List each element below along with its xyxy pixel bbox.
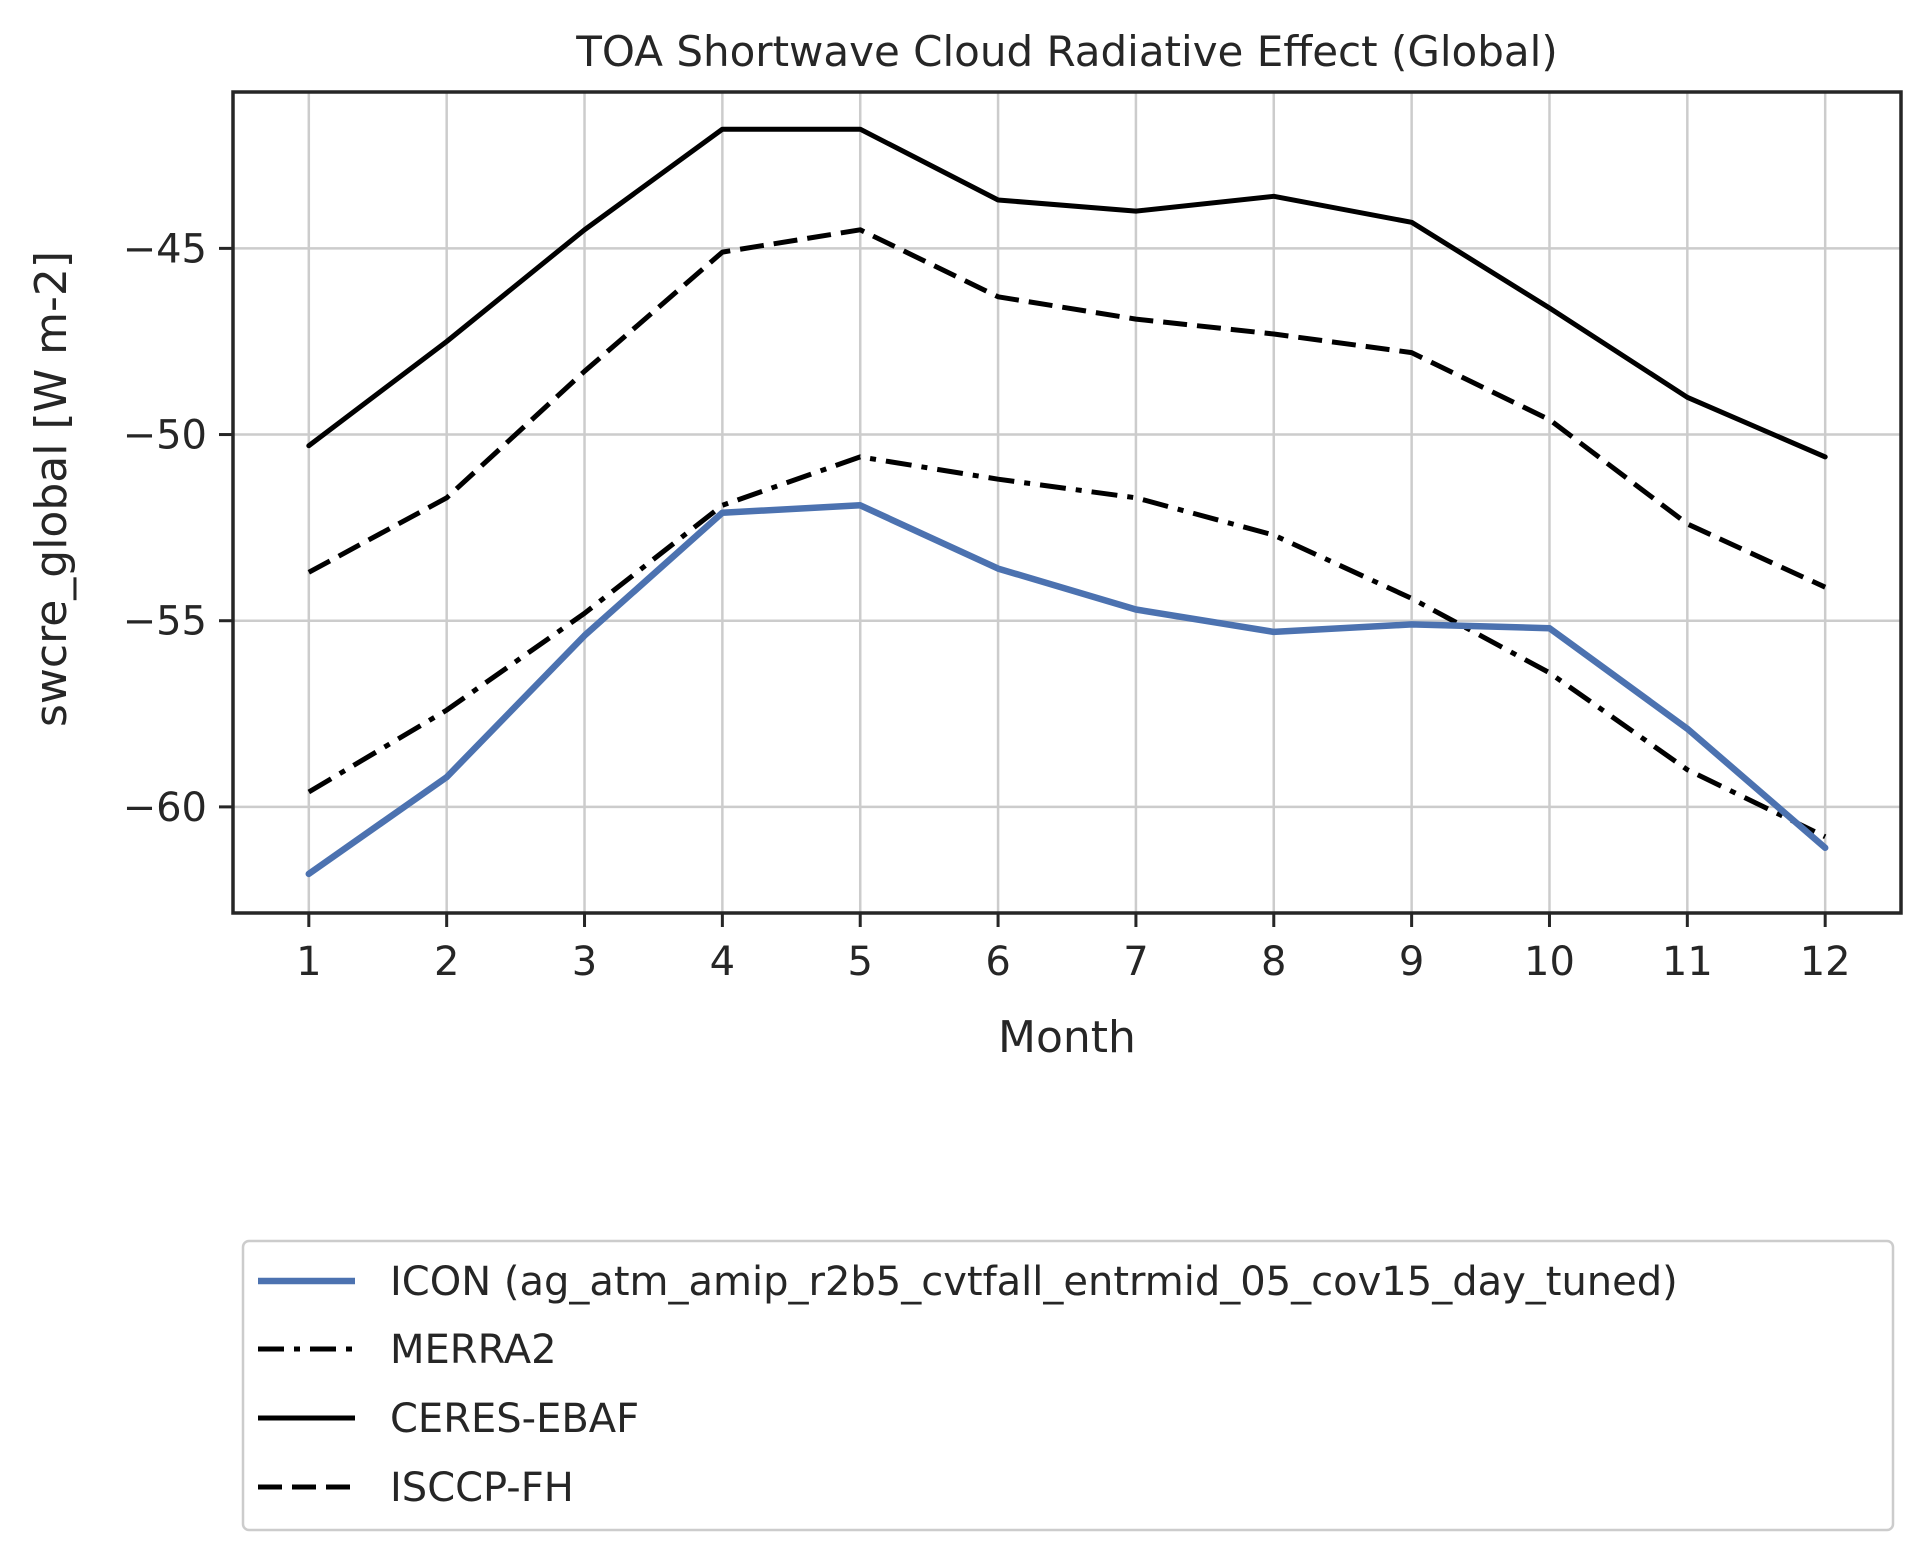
- plot-frame: [231, 90, 1903, 915]
- legend-label: MERRA2: [390, 1327, 557, 1373]
- x-tick-label: 3: [572, 939, 597, 985]
- x-tick-label: 8: [1261, 939, 1286, 985]
- y-ticks: −45 −50 −55 −60: [123, 226, 233, 831]
- y-tick-label: −55: [123, 599, 207, 645]
- legend-label: ISCCP-FH: [390, 1465, 574, 1511]
- x-tick-label: 7: [1123, 939, 1148, 985]
- series-line-icon: [305, 502, 1829, 878]
- x-tick-label: 1: [296, 939, 321, 985]
- y-axis-label: swcre_global [W m-2]: [26, 251, 77, 727]
- legend-label: ICON (ag_atm_amip_r2b5_cvtfall_entrmid_0…: [390, 1259, 1678, 1305]
- x-tick-label: 5: [847, 939, 872, 985]
- series-group: [305, 126, 1829, 878]
- x-axis-label: Month: [998, 1012, 1136, 1063]
- x-tick-label: 2: [434, 939, 459, 985]
- y-tick-label: −45: [123, 226, 207, 272]
- y-tick-label: −60: [123, 785, 207, 831]
- legend-box: [241, 1239, 1895, 1532]
- x-tick-label: 10: [1524, 939, 1575, 985]
- series-line-merra2: [307, 454, 1827, 839]
- series-line-isccp-fh: [307, 227, 1827, 590]
- x-tick-label: 12: [1800, 939, 1851, 985]
- x-tick-label: 9: [1399, 939, 1424, 985]
- y-tick-label: −50: [123, 413, 207, 459]
- x-ticks: 1 2 3 4 5 6 7 8 9 10 11 12: [296, 913, 1851, 985]
- x-tick-label: 4: [710, 939, 735, 985]
- chart-title: TOA Shortwave Cloud Radiative Effect (Gl…: [575, 27, 1557, 76]
- x-tick-label: 11: [1662, 939, 1713, 985]
- x-tick-label: 6: [985, 939, 1010, 985]
- legend: ICON (ag_atm_amip_r2b5_cvtfall_entrmid_0…: [241, 1239, 1895, 1532]
- legend-label: CERES-EBAF: [390, 1396, 639, 1442]
- series-line-ceres-ebaf: [306, 126, 1828, 460]
